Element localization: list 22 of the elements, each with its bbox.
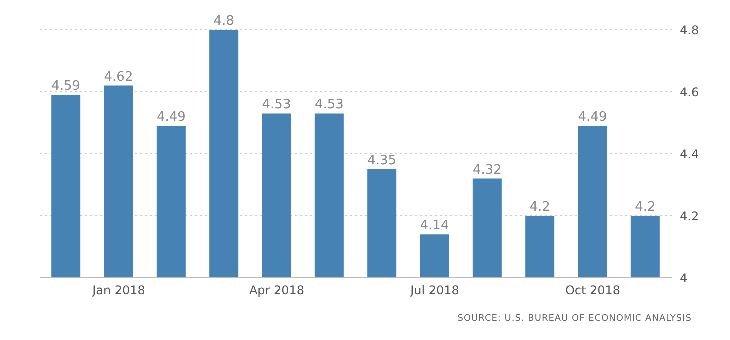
data-label: 4.2: [530, 200, 550, 215]
x-tick-label: Oct 2018: [565, 284, 621, 298]
x-tick-label: Jan 2018: [92, 284, 146, 298]
data-label: 4.49: [156, 110, 186, 126]
source-note: SOURCE: U.S. BUREAU OF ECONOMIC ANALYSIS: [456, 314, 693, 324]
data-label: 4.53: [314, 98, 344, 113]
data-label: 4.14: [420, 218, 450, 234]
y-tick-label: 4.4: [680, 147, 700, 162]
y-tick-label: 4.2: [680, 209, 700, 224]
data-label: 4.32: [472, 162, 502, 178]
y-tick-label: 4: [680, 271, 688, 286]
y-tick-label: 4.8: [680, 23, 700, 38]
y-tick-label: 4.6: [680, 85, 700, 100]
data-label: 4.62: [104, 70, 134, 85]
data-label: 4.35: [368, 154, 397, 168]
data-label: 4.59: [52, 79, 81, 94]
x-tick-label: Apr 2018: [249, 284, 305, 298]
data-label: 4.53: [262, 98, 292, 113]
x-tick-label: Jul 2018: [410, 284, 460, 298]
data-label: 4.8: [214, 14, 234, 29]
data-label: 4.2: [635, 200, 656, 215]
data-label: 4.49: [578, 110, 608, 126]
